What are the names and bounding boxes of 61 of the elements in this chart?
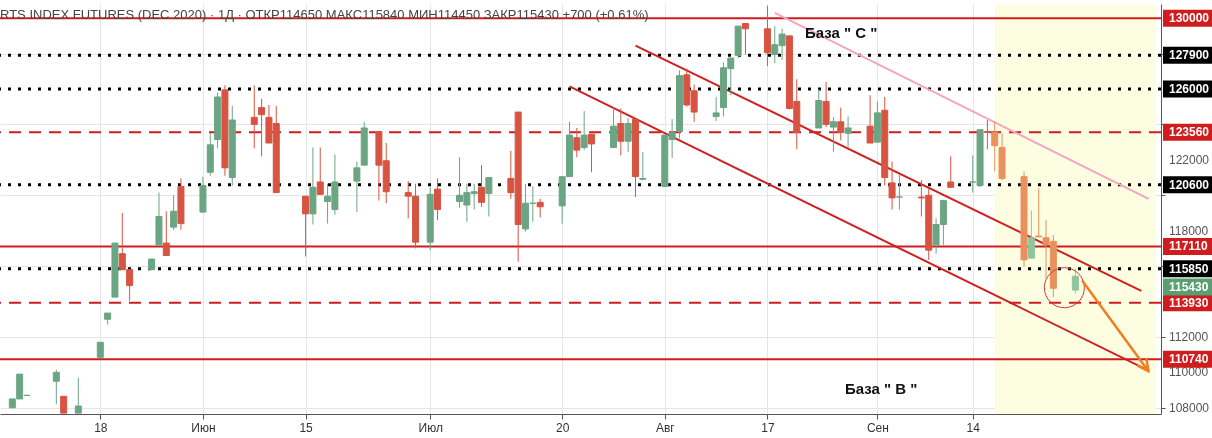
candlestick bbox=[536, 198, 544, 218]
candlestick bbox=[74, 377, 82, 414]
candlestick bbox=[991, 121, 999, 172]
ref-line-label: 115850 bbox=[1169, 261, 1209, 276]
ref-line-label: 120600 bbox=[1169, 177, 1210, 192]
x-tick-label: 15 bbox=[299, 420, 314, 435]
annotation: База " С " bbox=[805, 24, 878, 41]
ref-line-label: 130000 bbox=[1169, 11, 1210, 26]
y-tick-label: 122000 bbox=[1169, 152, 1210, 167]
candlestick bbox=[485, 177, 493, 218]
candlestick bbox=[741, 22, 749, 55]
candlestick bbox=[353, 161, 361, 213]
x-tick-label: Июн bbox=[191, 420, 216, 435]
candlestick bbox=[895, 173, 903, 210]
candlestick bbox=[844, 115, 852, 148]
candlestick bbox=[250, 84, 258, 149]
x-tick-label: 17 bbox=[761, 420, 775, 435]
candlestick bbox=[573, 127, 581, 158]
candlestick bbox=[609, 107, 617, 148]
y-tick-label: 110000 bbox=[1169, 365, 1209, 380]
candlestick bbox=[52, 369, 60, 405]
y-tick-label: 108000 bbox=[1169, 400, 1210, 415]
y-tick-label: 118000 bbox=[1169, 223, 1209, 238]
candlestick bbox=[763, 5, 771, 67]
x-tick-label: Сен bbox=[866, 420, 889, 435]
candlestick bbox=[712, 96, 720, 122]
candlestick bbox=[829, 116, 837, 153]
candlestick bbox=[888, 161, 896, 210]
candlestick bbox=[866, 94, 874, 144]
candlestick bbox=[624, 117, 632, 153]
candlestick bbox=[837, 107, 845, 141]
candlestick bbox=[983, 119, 991, 150]
ref-line-label: 117110 bbox=[1169, 239, 1209, 254]
candlestick bbox=[947, 155, 955, 188]
x-tick-label: 14 bbox=[966, 420, 981, 435]
candlestick bbox=[617, 107, 625, 156]
ref-line-label: 113930 bbox=[1169, 295, 1209, 310]
candlestick bbox=[162, 210, 170, 256]
x-tick-label: Июл bbox=[418, 420, 443, 435]
candlestick bbox=[316, 146, 324, 195]
candlestick bbox=[1071, 268, 1079, 295]
candlestick bbox=[1027, 209, 1035, 259]
candlestick bbox=[170, 194, 178, 231]
candlestick bbox=[434, 177, 442, 221]
ref-line-label: 123560 bbox=[1169, 125, 1210, 140]
ref-line-label: 110740 bbox=[1169, 352, 1209, 367]
candlestick bbox=[639, 151, 647, 181]
x-tick-label: 20 bbox=[555, 420, 570, 435]
candlestick bbox=[478, 164, 486, 208]
y-tick-label: 112000 bbox=[1169, 329, 1209, 344]
candlestick bbox=[302, 195, 310, 257]
x-tick-label: Авг bbox=[655, 420, 676, 435]
x-tick-label: 18 bbox=[94, 420, 108, 435]
candlestick bbox=[580, 110, 588, 151]
candlestick bbox=[588, 133, 595, 173]
ref-line-label: 127900 bbox=[1169, 48, 1210, 63]
candlestick bbox=[258, 98, 266, 157]
candlestick bbox=[822, 81, 830, 128]
annotation: База " В " bbox=[845, 380, 918, 397]
ref-line-label: 126000 bbox=[1169, 82, 1210, 97]
text: 115430 bbox=[1169, 280, 1209, 294]
